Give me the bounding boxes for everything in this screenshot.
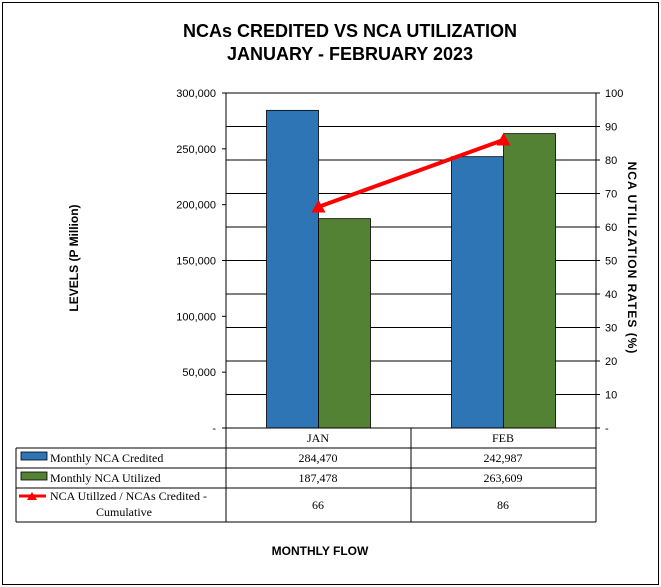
- legend-label-utilized: Monthly NCA Utilized: [50, 471, 161, 485]
- table-cell-utilized-feb: 263,609: [484, 471, 523, 485]
- chart-title: NCAs CREDITED VS NCA UTILIZATION: [183, 21, 517, 41]
- ratio-marker-feb: [496, 132, 511, 146]
- y2-tick-label: 30: [605, 323, 617, 335]
- y2-tick-label: 80: [605, 155, 617, 167]
- y2-tick-label: 90: [605, 122, 617, 134]
- chart-subtitle: JANUARY - FEBRUARY 2023: [227, 44, 473, 64]
- y-tick-label: 50,000: [182, 367, 216, 379]
- legend-swatch-credited: [20, 451, 48, 461]
- bar-credited-feb: [451, 156, 504, 429]
- y2-tick-label: 70: [605, 189, 617, 201]
- y2-tick-label: -: [605, 423, 609, 435]
- ratio-line: [311, 132, 511, 213]
- y-tick-label: 300,000: [176, 88, 216, 100]
- legend-label-ratio-1: NCA Utillzed / NCAs Credited -: [50, 489, 207, 503]
- y-tick-label: 100,000: [176, 311, 216, 323]
- legend-marker-ratio: [27, 492, 37, 500]
- bars: [266, 109, 556, 429]
- table-cell-ratio-feb: 86: [497, 498, 509, 512]
- legend-label-ratio-2: Cumulative: [96, 505, 152, 519]
- table-cell-credited-jan: 284,470: [299, 451, 338, 465]
- bar-utilized-jan: [318, 218, 371, 429]
- legend-swatch-utilized: [20, 471, 48, 481]
- ratio-line-path: [317, 138, 505, 209]
- category-label-feb: FEB: [492, 431, 514, 445]
- y2-tick-label: 50: [605, 256, 617, 268]
- y2-axis-label: NCA UTILIZATION RATES (%): [625, 162, 639, 355]
- bar-utilized-feb: [503, 133, 556, 429]
- category-label-jan: JAN: [307, 431, 329, 445]
- y2-tick-label: 10: [605, 390, 617, 402]
- legend-label-credited: Monthly NCA Credited: [50, 451, 163, 465]
- y-tick-label: 250,000: [176, 144, 216, 156]
- y-tick-label: 150,000: [176, 256, 216, 268]
- y-tick-label: 200,000: [176, 200, 216, 212]
- y2-tick-label: 60: [605, 222, 617, 234]
- bar-credited-jan: [266, 109, 319, 429]
- y2-tick-label: 20: [605, 356, 617, 368]
- y-axis-ticks: - 50,000 100,000 150,000 200,000 250,000 300,0…: [176, 88, 226, 435]
- x-axis-label: MONTHLY FLOW: [272, 544, 369, 558]
- y-axis-label: LEVELS (P Million): [67, 204, 81, 311]
- table-cell-utilized-jan: 187,478: [299, 471, 338, 485]
- y2-axis-ticks: - 10 20 30 40 50 60 70 80 90 100: [596, 88, 623, 435]
- y2-tick-label: 40: [605, 289, 617, 301]
- y2-tick-label: 100: [605, 88, 623, 100]
- table-cell-ratio-jan: 66: [312, 498, 324, 512]
- ratio-marker-jan: [311, 199, 326, 213]
- data-table: JAN FEB Monthly NCA Credited Monthly NCA…: [15, 428, 597, 523]
- y-tick-label: -: [212, 423, 216, 435]
- table-cell-credited-feb: 242,987: [484, 451, 523, 465]
